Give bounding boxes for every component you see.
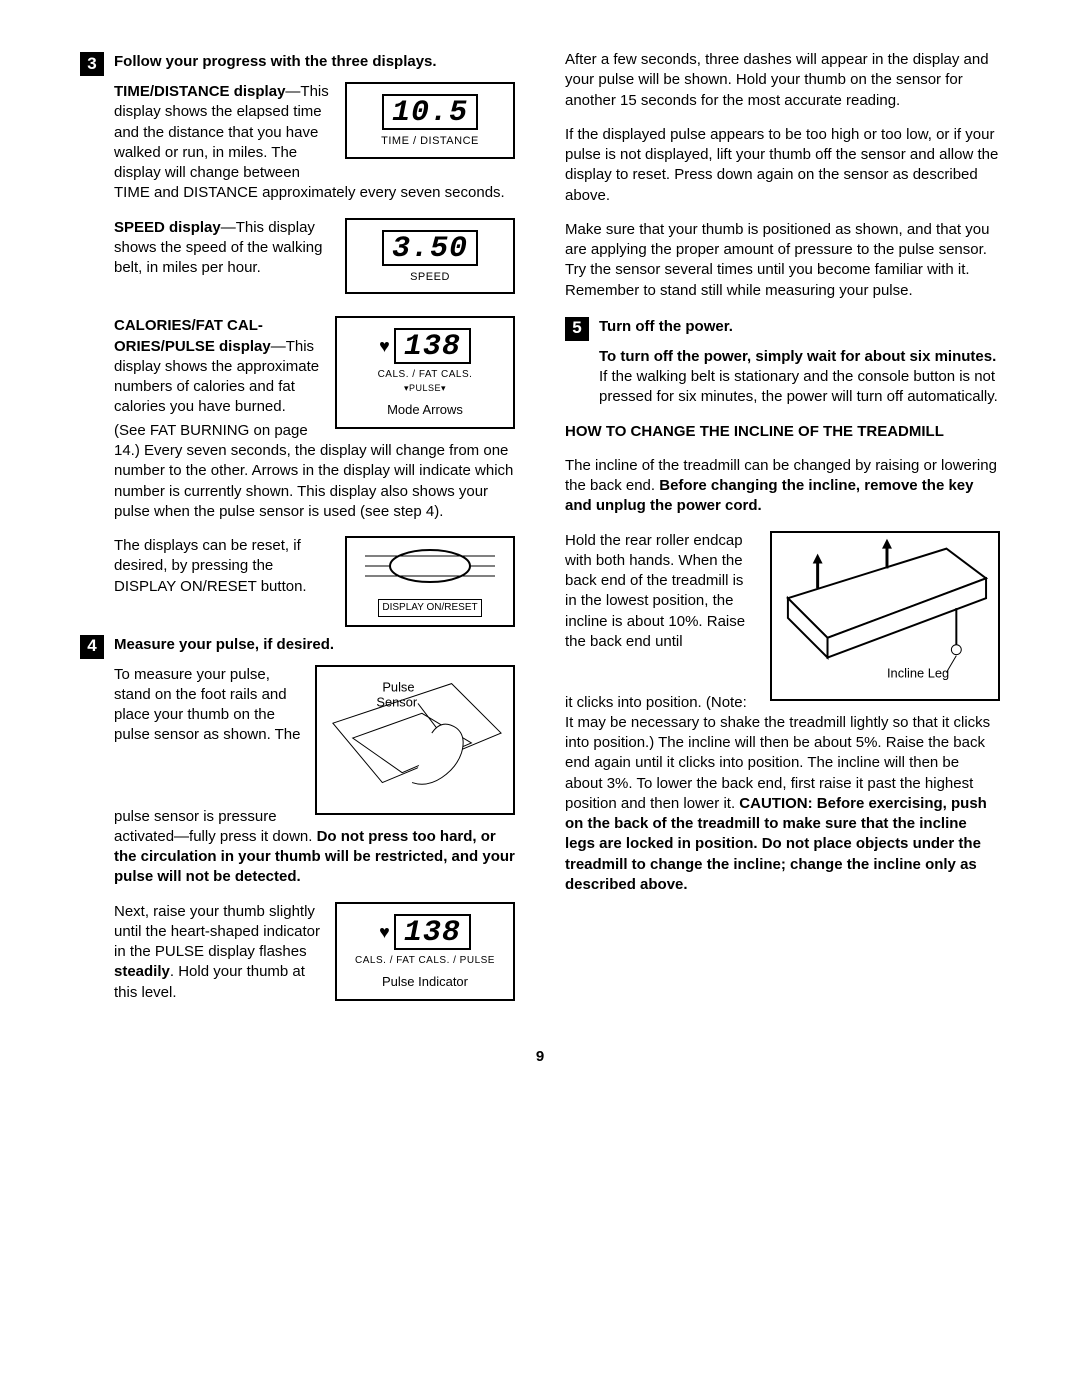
pulse-sensor-icon: Pulse Sensor bbox=[323, 673, 507, 809]
reset-img: DISPLAY ON/RESET bbox=[345, 536, 515, 627]
step-5-header: 5 Turn off the power. bbox=[565, 315, 1000, 341]
calories-heading: CALORIES/FAT CAL­ORIES/PULSE dis­play bbox=[114, 317, 271, 354]
page-number: 9 bbox=[80, 1047, 1000, 1067]
incline-p1: The incline of the treadmill can be chan… bbox=[565, 456, 1000, 517]
incline-img: Incline Leg bbox=[770, 531, 1000, 701]
calories-extra: Mode Arrows bbox=[347, 401, 503, 419]
time-distance-lcd: 10.5 TIME / DISTANCE bbox=[345, 82, 515, 159]
heart-icon-2: ♥ bbox=[379, 923, 390, 941]
left-column: 3 Follow your progress with the three di… bbox=[80, 50, 515, 1017]
pulse-extra: Pulse Indicator bbox=[347, 973, 503, 991]
time-distance-value: 10.5 bbox=[382, 94, 478, 130]
reset-label: DISPLAY ON/RESET bbox=[378, 599, 481, 617]
speed-heading: SPEED display bbox=[114, 219, 221, 236]
step-3-header: 3 Follow your progress with the three di… bbox=[80, 50, 515, 76]
calories-value: 138 bbox=[394, 328, 471, 364]
calories-caption: CALS. / FAT CALS.▾PULSE▾ bbox=[347, 368, 503, 395]
time-distance-heading: TIME/DISTANCE display bbox=[114, 83, 285, 100]
step-3-title: Follow your progress with the three disp… bbox=[114, 50, 437, 72]
reset-button-icon bbox=[355, 546, 505, 596]
heart-icon: ♥ bbox=[379, 337, 390, 355]
step-4-number: 4 bbox=[80, 635, 104, 659]
incline-p3: it clicks into position. (Note: It may b… bbox=[565, 693, 1000, 896]
page-columns: 3 Follow your progress with the three di… bbox=[80, 50, 1000, 1017]
pulse-caption: CALS. / FAT CALS. / PULSE bbox=[347, 954, 503, 968]
time-distance-caption: TIME / DISTANCE bbox=[357, 134, 503, 149]
step-5-title: Turn off the power. bbox=[599, 315, 733, 337]
right-p2: If the displayed pulse appears to be too… bbox=[565, 125, 1000, 206]
right-p1: After a few seconds, three dashes will a… bbox=[565, 50, 1000, 111]
right-p3: Make sure that your thumb is positioned … bbox=[565, 220, 1000, 301]
step-4-header: 4 Measure your pulse, if desired. bbox=[80, 633, 515, 659]
speed-value: 3.50 bbox=[382, 230, 478, 266]
step-4-title: Measure your pulse, if desired. bbox=[114, 633, 334, 655]
step5-p1: To turn off the power, simply wait for a… bbox=[599, 347, 1000, 408]
speed-lcd: 3.50 SPEED bbox=[345, 218, 515, 295]
pulse-sensor-img: Pulse Sensor bbox=[315, 665, 515, 815]
pulse-value: 138 bbox=[394, 914, 471, 950]
time-distance-text2: display will change between TIME and DIS… bbox=[114, 163, 515, 204]
calories-lcd: ♥ 138 CALS. / FAT CALS.▾PULSE▾ Mode Arro… bbox=[335, 316, 515, 429]
incline-leg-icon: Incline Leg bbox=[778, 538, 992, 694]
step-3-body: 10.5 TIME / DISTANCE TIME/DISTANCE displ… bbox=[114, 82, 515, 633]
step-5-number: 5 bbox=[565, 317, 589, 341]
svg-text:Pulse: Pulse bbox=[382, 679, 414, 694]
svg-text:Incline Leg: Incline Leg bbox=[887, 665, 949, 680]
speed-caption: SPEED bbox=[357, 270, 503, 285]
step-5-body: To turn off the power, simply wait for a… bbox=[599, 347, 1000, 408]
right-column: After a few seconds, three dashes will a… bbox=[565, 50, 1000, 1017]
step-4-body: Pulse Sensor To measure your pulse, stan… bbox=[114, 665, 515, 1017]
step4-p2: pulse sensor is pressure activated—fully… bbox=[114, 807, 515, 888]
calories-text2: (See FAT BURNING on page 14.) Every seve… bbox=[114, 421, 515, 522]
pulse-indicator-lcd: ♥ 138 CALS. / FAT CALS. / PULSE Pulse In… bbox=[335, 902, 515, 1001]
step-3-number: 3 bbox=[80, 52, 104, 76]
incline-heading: HOW TO CHANGE THE INCLINE OF THE TREADMI… bbox=[565, 422, 1000, 442]
